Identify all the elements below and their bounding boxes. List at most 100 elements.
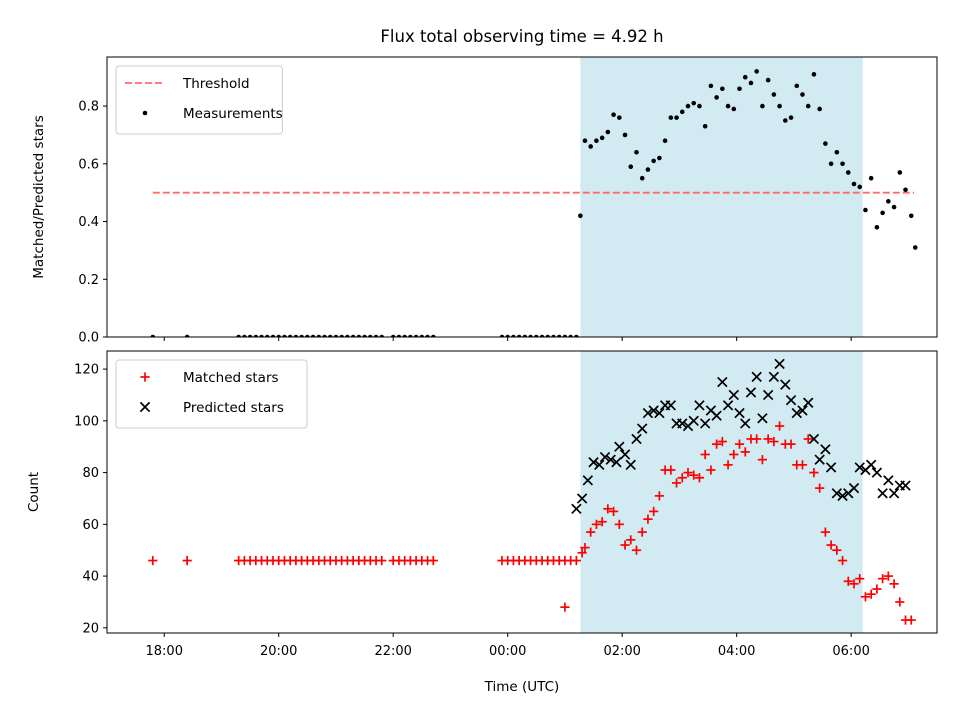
data-point xyxy=(377,555,387,566)
series-predicted-stars xyxy=(571,358,911,515)
data-point xyxy=(699,418,711,429)
data-point xyxy=(316,334,322,337)
data-point xyxy=(299,334,304,337)
legend-swatch xyxy=(142,110,148,116)
data-point xyxy=(626,535,636,545)
data-point xyxy=(706,465,716,475)
data-point xyxy=(611,457,622,468)
y-tick-label: 120 xyxy=(74,363,99,378)
data-point xyxy=(322,334,327,337)
data-point xyxy=(734,439,745,449)
observing-window-ratio xyxy=(580,57,863,337)
x-tick-label: 00:00 xyxy=(489,644,526,659)
data-point xyxy=(832,545,842,555)
data-point xyxy=(578,213,583,219)
data-point xyxy=(282,334,287,337)
data-point xyxy=(834,149,840,155)
data-point xyxy=(599,135,605,141)
x-tick-label: 02:00 xyxy=(603,644,640,659)
data-point xyxy=(582,475,594,486)
data-point xyxy=(837,490,848,502)
data-point xyxy=(276,334,282,337)
data-point xyxy=(880,210,885,216)
data-point xyxy=(556,334,562,337)
data-point xyxy=(683,467,693,478)
axes-frame-counts xyxy=(106,350,938,634)
data-point xyxy=(771,92,777,97)
data-point xyxy=(605,129,611,135)
data-point xyxy=(871,467,883,478)
data-point xyxy=(794,83,800,89)
data-point xyxy=(614,441,625,452)
data-point xyxy=(757,455,768,465)
data-point xyxy=(903,187,908,193)
data-point xyxy=(895,597,905,607)
data-point xyxy=(637,527,647,537)
data-point xyxy=(691,100,697,106)
ratio-panel: 0.0 0.2 0.4 0.6 0.8 Matched/Predicted stars Th… xyxy=(31,56,938,346)
data-point xyxy=(900,480,911,491)
data-point xyxy=(594,459,605,471)
legend-label: Predicted stars xyxy=(183,400,284,416)
x-tick-label: 18:00 xyxy=(146,644,183,659)
data-point xyxy=(568,334,573,337)
data-point xyxy=(800,92,805,97)
data-point xyxy=(574,334,579,337)
data-point xyxy=(728,389,739,401)
legend-swatch xyxy=(139,401,151,413)
data-point xyxy=(803,434,813,444)
data-point xyxy=(694,473,705,483)
x-tick-label: 04:00 xyxy=(718,644,755,659)
data-point xyxy=(762,389,774,401)
data-point xyxy=(720,86,725,92)
data-point xyxy=(534,334,539,337)
data-point xyxy=(754,69,759,74)
y-tick-label: 0.6 xyxy=(78,157,99,172)
data-point xyxy=(591,519,602,529)
y-axis-label-ratio: Matched/Predicted stars xyxy=(31,115,47,278)
data-point xyxy=(511,334,516,337)
data-point xyxy=(654,407,665,419)
data-point xyxy=(797,460,808,470)
data-point xyxy=(594,138,599,144)
data-point xyxy=(694,400,705,411)
data-point xyxy=(657,155,662,161)
data-point xyxy=(820,444,831,455)
data-point xyxy=(662,138,668,144)
data-point xyxy=(645,167,651,172)
data-point xyxy=(688,415,699,427)
data-point xyxy=(912,245,918,250)
data-point xyxy=(419,334,425,337)
data-point xyxy=(809,467,819,478)
data-point xyxy=(815,483,825,493)
data-point xyxy=(677,418,688,429)
data-point xyxy=(551,334,556,337)
data-point xyxy=(560,602,570,612)
data-point xyxy=(886,199,891,204)
data-point xyxy=(625,459,636,471)
data-point xyxy=(576,493,588,504)
data-point xyxy=(150,334,156,337)
axes-frame-ratio xyxy=(106,56,938,338)
data-point xyxy=(751,371,762,383)
x-tick-label: 06:00 xyxy=(832,644,869,659)
data-point xyxy=(883,475,894,486)
data-point xyxy=(622,132,628,138)
data-point xyxy=(837,555,848,566)
data-point xyxy=(293,334,299,337)
data-point xyxy=(428,555,438,566)
data-point xyxy=(654,491,664,501)
x-tick-label: 22:00 xyxy=(374,644,411,659)
data-point xyxy=(897,170,903,175)
data-point xyxy=(499,334,505,337)
data-point xyxy=(651,158,656,164)
legend-box xyxy=(115,359,308,429)
data-point xyxy=(689,470,699,480)
data-point xyxy=(740,418,751,429)
data-point xyxy=(780,379,791,390)
data-point xyxy=(356,334,362,337)
data-point xyxy=(236,334,241,337)
data-point xyxy=(396,334,402,337)
data-point xyxy=(617,115,622,120)
data-point xyxy=(872,584,882,594)
